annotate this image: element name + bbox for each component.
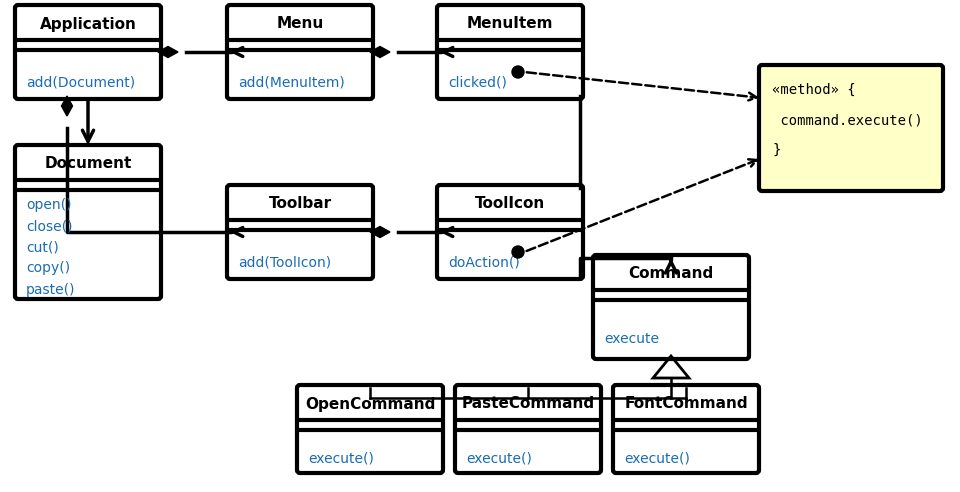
Text: Toolbar: Toolbar — [269, 196, 331, 212]
Text: close(): close() — [26, 219, 73, 233]
Text: add(MenuItem): add(MenuItem) — [238, 75, 345, 89]
FancyBboxPatch shape — [15, 145, 161, 299]
Polygon shape — [61, 96, 73, 116]
Text: ToolIcon: ToolIcon — [475, 196, 545, 212]
Text: Application: Application — [39, 17, 136, 31]
FancyBboxPatch shape — [227, 5, 373, 99]
FancyBboxPatch shape — [455, 385, 601, 473]
Text: paste(): paste() — [26, 282, 76, 297]
Text: execute(): execute() — [624, 451, 690, 465]
Text: OpenCommand: OpenCommand — [305, 397, 435, 411]
Text: clicked(): clicked() — [448, 75, 507, 89]
Circle shape — [512, 66, 524, 78]
Text: add(ToolIcon): add(ToolIcon) — [238, 255, 331, 269]
Text: add(Document): add(Document) — [26, 75, 135, 89]
Circle shape — [512, 246, 524, 258]
Polygon shape — [370, 47, 390, 58]
Text: Document: Document — [44, 156, 132, 172]
Text: PasteCommand: PasteCommand — [462, 397, 594, 411]
FancyBboxPatch shape — [227, 185, 373, 279]
Text: copy(): copy() — [26, 261, 70, 276]
FancyBboxPatch shape — [613, 385, 759, 473]
Text: execute(): execute() — [466, 451, 532, 465]
FancyBboxPatch shape — [437, 5, 583, 99]
Text: FontCommand: FontCommand — [624, 397, 748, 411]
FancyBboxPatch shape — [15, 5, 161, 99]
FancyBboxPatch shape — [593, 255, 749, 359]
Polygon shape — [370, 226, 390, 238]
Text: execute(): execute() — [308, 451, 373, 465]
Text: }: } — [772, 143, 780, 157]
Text: Command: Command — [629, 267, 713, 281]
Text: open(): open() — [26, 198, 71, 212]
Text: doAction(): doAction() — [448, 255, 519, 269]
Text: execute: execute — [604, 332, 659, 346]
Text: «method» {: «method» { — [772, 83, 855, 97]
FancyBboxPatch shape — [437, 185, 583, 279]
FancyBboxPatch shape — [297, 385, 443, 473]
Text: command.execute(): command.execute() — [772, 113, 923, 127]
Text: cut(): cut() — [26, 240, 59, 254]
Polygon shape — [158, 47, 178, 58]
Text: MenuItem: MenuItem — [467, 17, 553, 31]
Text: Menu: Menu — [276, 17, 324, 31]
FancyBboxPatch shape — [759, 65, 943, 191]
